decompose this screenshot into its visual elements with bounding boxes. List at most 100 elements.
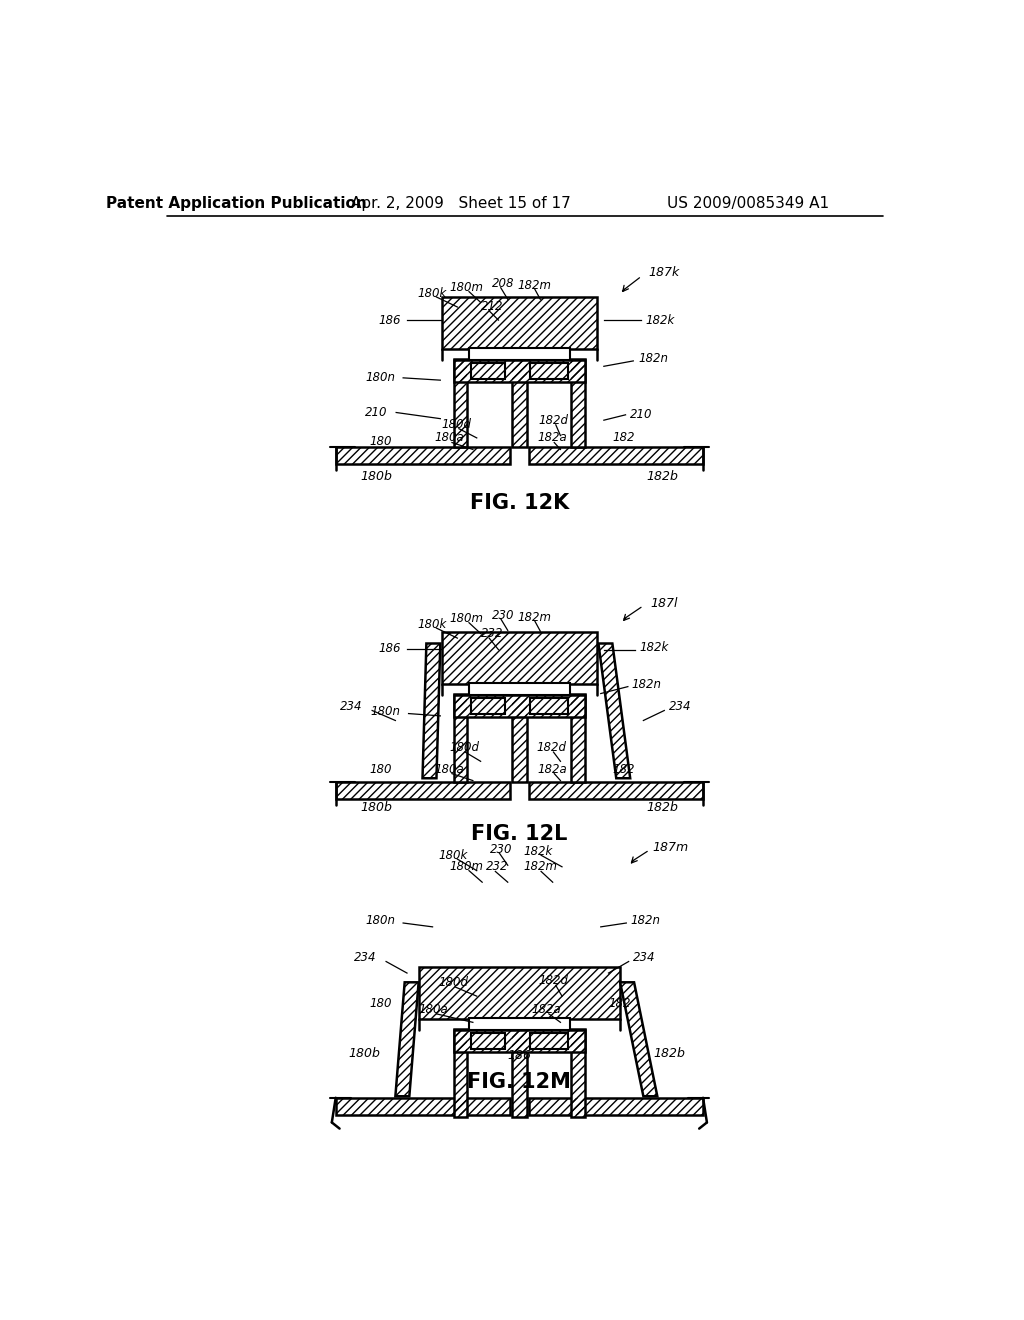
Bar	[454, 693, 467, 781]
Bar	[454, 359, 467, 447]
Text: 182: 182	[612, 432, 635, 445]
Text: 180a: 180a	[419, 1003, 449, 1016]
Text: 186: 186	[378, 314, 400, 326]
Text: 180m: 180m	[450, 281, 483, 294]
Bar	[454, 360, 586, 381]
Text: 180m: 180m	[450, 612, 483, 626]
Bar	[571, 693, 586, 781]
Text: 180d: 180d	[438, 975, 468, 989]
Text: 208: 208	[492, 277, 514, 290]
Text: 180n: 180n	[371, 705, 400, 718]
Bar	[469, 348, 569, 360]
Text: 187l: 187l	[650, 597, 678, 610]
Text: 180: 180	[369, 763, 391, 776]
Text: 182a: 182a	[538, 432, 567, 445]
Bar	[336, 447, 510, 465]
Text: 180n: 180n	[366, 915, 395, 927]
Text: 234: 234	[353, 952, 376, 964]
Text: 186: 186	[378, 643, 400, 656]
Text: 180a: 180a	[435, 763, 465, 776]
Text: 180b: 180b	[348, 1047, 380, 1060]
Bar	[471, 698, 506, 714]
Text: 180m: 180m	[450, 861, 483, 874]
Bar	[471, 363, 506, 379]
Bar	[512, 1028, 527, 1117]
Bar	[336, 1098, 510, 1114]
Text: 182k: 182k	[523, 845, 553, 858]
Bar	[512, 359, 527, 447]
Bar	[571, 359, 586, 447]
Polygon shape	[621, 982, 657, 1096]
Polygon shape	[395, 982, 419, 1096]
Text: 234: 234	[669, 700, 691, 713]
Bar	[442, 632, 597, 684]
Text: 187k: 187k	[648, 265, 680, 279]
Bar	[454, 1028, 467, 1117]
Bar	[442, 297, 597, 350]
Text: 182m: 182m	[518, 279, 552, 292]
Text: 182d: 182d	[539, 413, 568, 426]
Text: 182d: 182d	[537, 741, 566, 754]
Bar	[454, 693, 467, 781]
Bar	[571, 693, 586, 781]
Text: 232: 232	[481, 627, 504, 640]
Polygon shape	[423, 644, 440, 779]
Text: 186: 186	[507, 1049, 531, 1063]
Text: 182: 182	[608, 998, 631, 1010]
Text: 182m: 182m	[518, 611, 552, 624]
Bar	[442, 632, 597, 684]
Text: 182a: 182a	[538, 763, 567, 776]
Text: 234: 234	[340, 700, 362, 713]
Bar	[454, 360, 586, 381]
Text: 180k: 180k	[438, 849, 467, 862]
Bar	[454, 1030, 586, 1052]
Bar	[419, 966, 621, 1019]
Text: US 2009/0085349 A1: US 2009/0085349 A1	[667, 195, 829, 211]
Bar	[471, 1034, 506, 1048]
Bar	[512, 693, 527, 781]
Text: 234: 234	[633, 952, 655, 964]
Text: 210: 210	[366, 407, 388, 418]
Bar	[528, 447, 703, 465]
Bar	[469, 682, 569, 696]
Bar	[454, 696, 586, 717]
Bar	[530, 1034, 568, 1048]
Text: 182n: 182n	[632, 677, 662, 690]
Text: Apr. 2, 2009   Sheet 15 of 17: Apr. 2, 2009 Sheet 15 of 17	[351, 195, 571, 211]
Bar	[528, 781, 703, 799]
Text: 182b: 182b	[647, 470, 679, 483]
Text: 182d: 182d	[539, 974, 568, 987]
Bar	[336, 781, 510, 799]
Bar	[512, 693, 527, 781]
Bar	[454, 1028, 467, 1117]
Bar	[454, 1030, 586, 1052]
Text: 230: 230	[489, 842, 512, 855]
Bar	[528, 781, 703, 799]
Bar	[530, 698, 568, 714]
Text: Patent Application Publication: Patent Application Publication	[106, 195, 367, 211]
Text: 182b: 182b	[653, 1047, 685, 1060]
Text: 180b: 180b	[360, 470, 392, 483]
Text: 180a: 180a	[435, 432, 465, 445]
Bar	[528, 447, 703, 465]
Bar	[454, 696, 586, 717]
Bar	[336, 447, 510, 465]
Bar	[528, 1098, 703, 1114]
Text: 182n: 182n	[630, 915, 660, 927]
Text: 212: 212	[481, 300, 504, 313]
Text: 182n: 182n	[638, 352, 668, 366]
Text: 180k: 180k	[418, 618, 447, 631]
Bar	[336, 1098, 510, 1114]
Text: 180d: 180d	[442, 417, 472, 430]
Text: 180n: 180n	[366, 371, 395, 384]
Text: 182k: 182k	[640, 640, 669, 653]
Bar	[530, 363, 568, 379]
Text: 182a: 182a	[531, 1003, 561, 1016]
Bar	[454, 359, 467, 447]
Text: 180b: 180b	[360, 801, 392, 814]
Text: FIG. 12M: FIG. 12M	[467, 1072, 571, 1093]
Text: 180: 180	[369, 998, 391, 1010]
Bar	[528, 1098, 703, 1114]
Bar	[571, 1028, 586, 1117]
Bar	[442, 297, 597, 350]
